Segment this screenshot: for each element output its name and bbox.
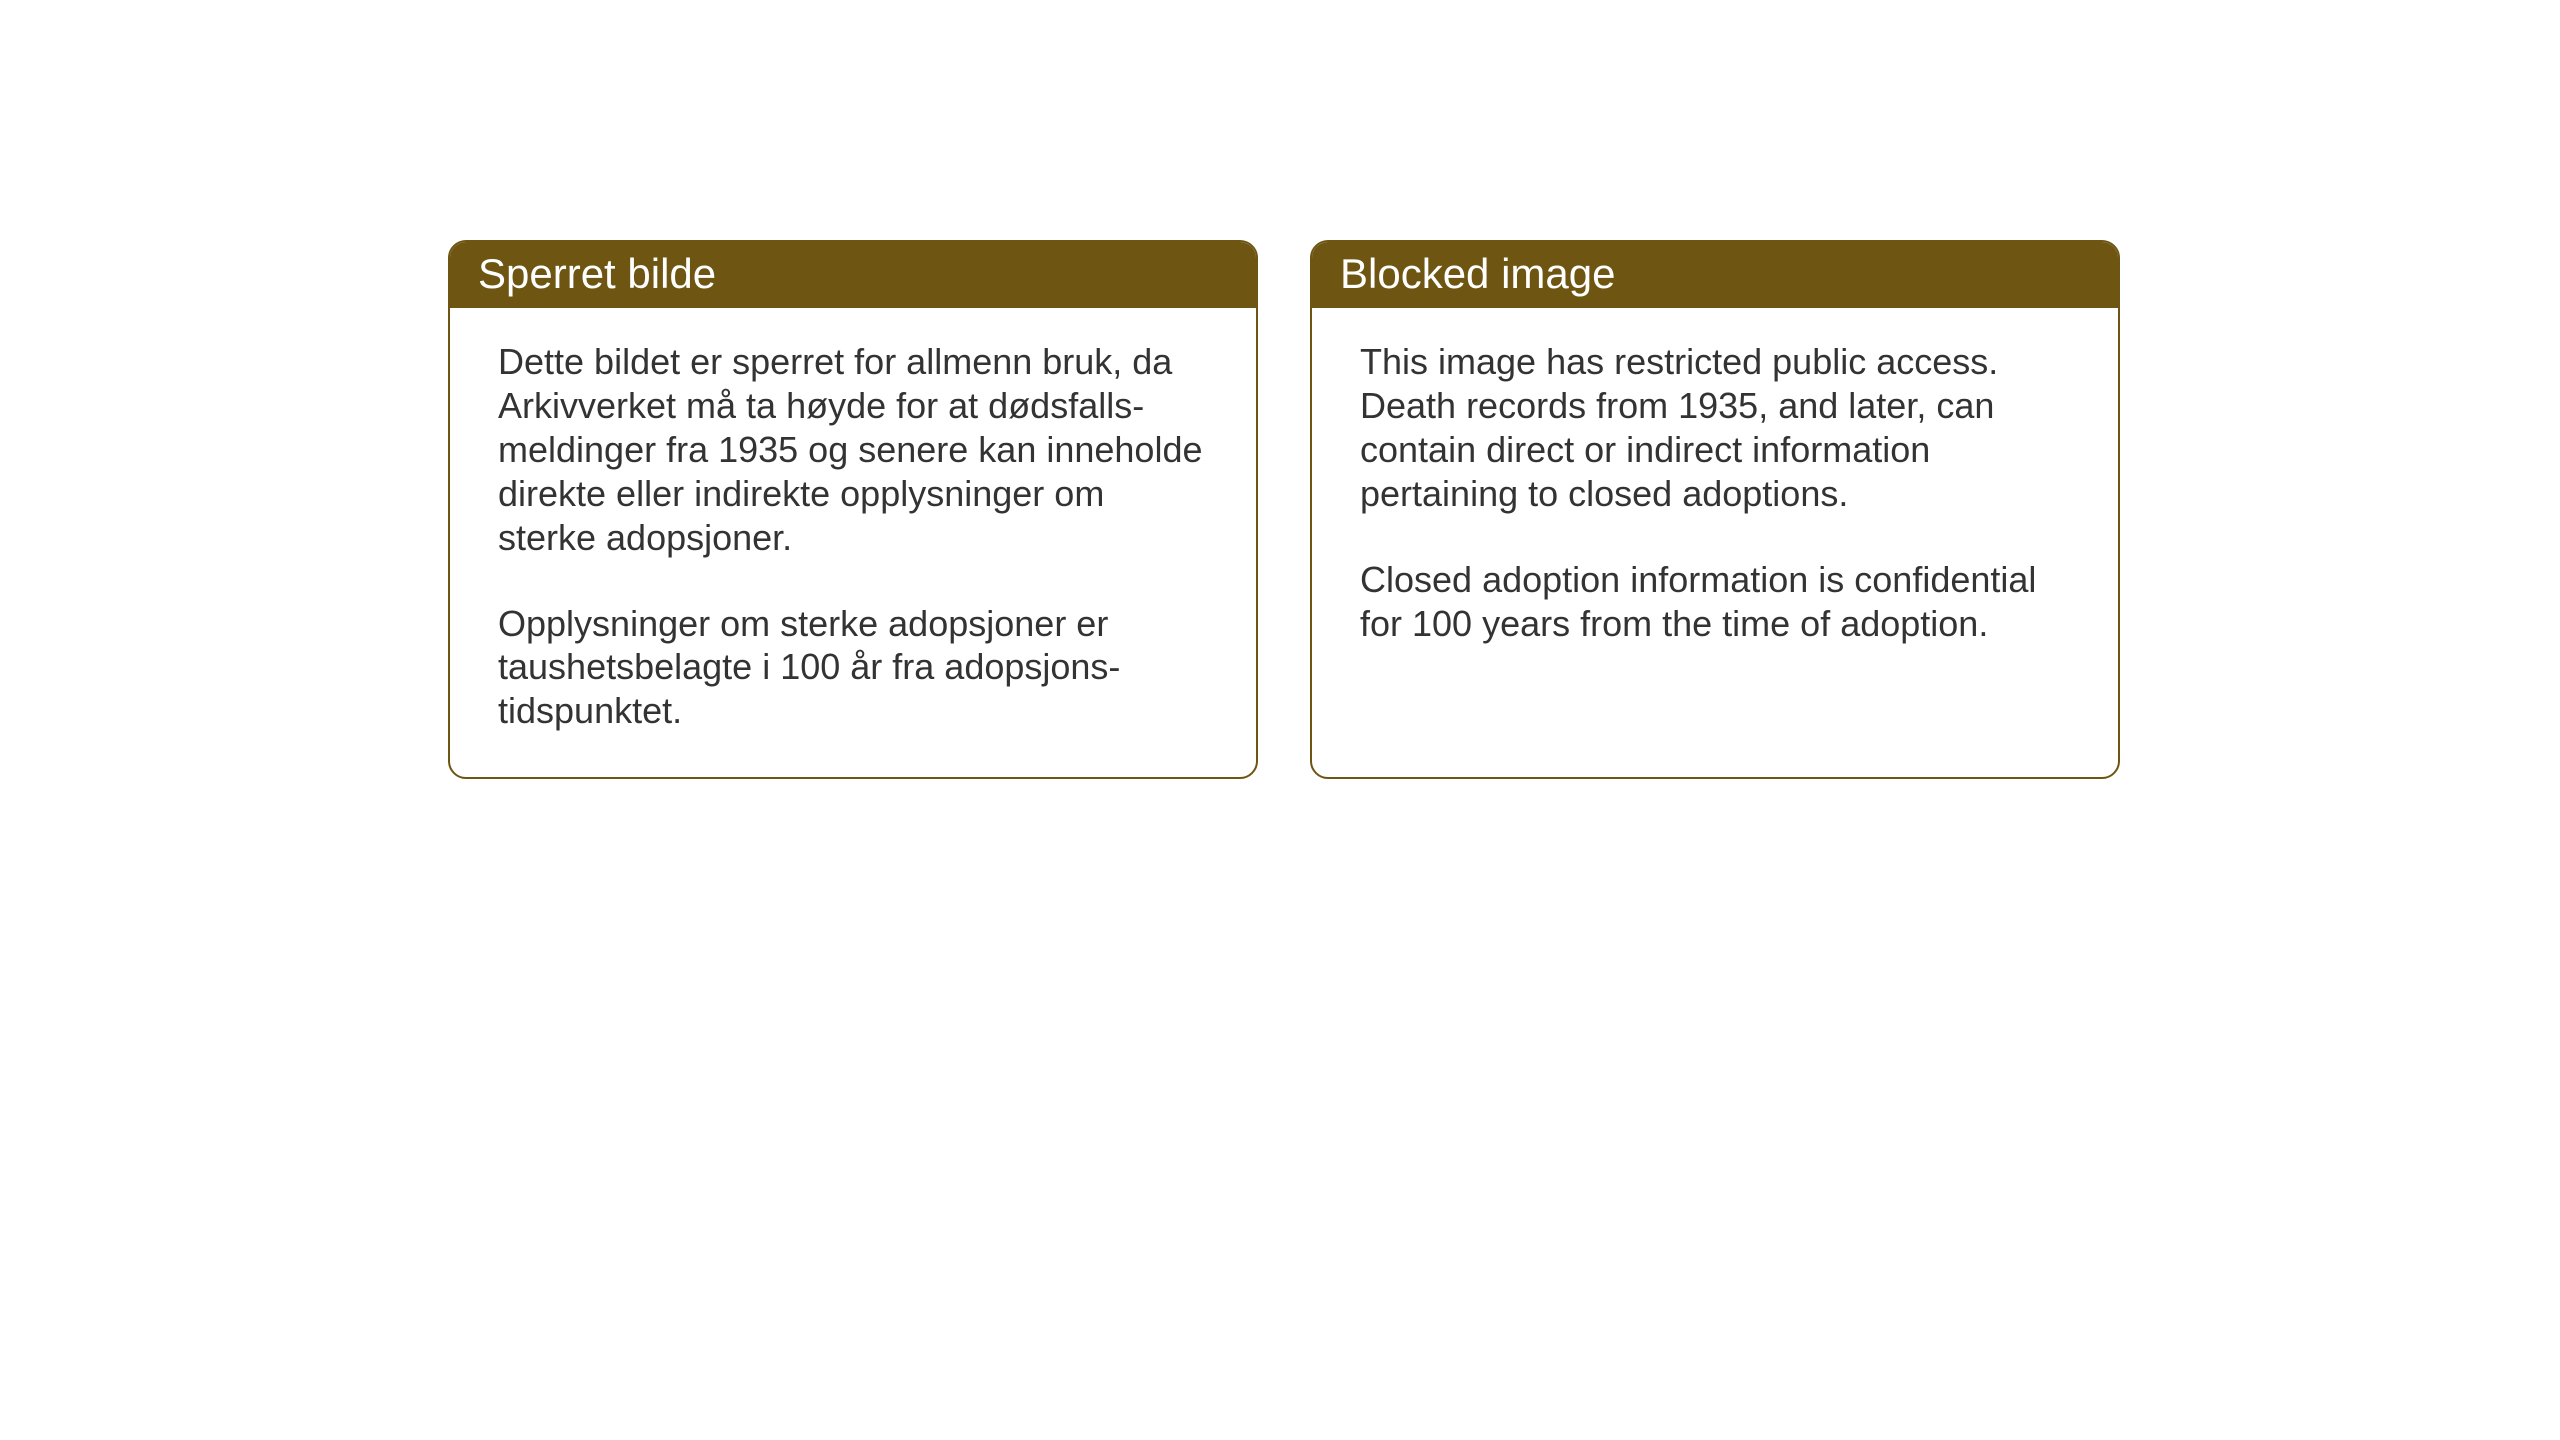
notice-title: Blocked image	[1340, 250, 1615, 297]
notice-card-norwegian: Sperret bilde Dette bildet er sperret fo…	[448, 240, 1258, 779]
notice-header-norwegian: Sperret bilde	[450, 242, 1256, 308]
notice-paragraph: Opplysninger om sterke adopsjoner er tau…	[498, 602, 1208, 734]
notice-container: Sperret bilde Dette bildet er sperret fo…	[448, 240, 2120, 779]
notice-paragraph: This image has restricted public access.…	[1360, 340, 2070, 516]
notice-paragraph: Dette bildet er sperret for allmenn bruk…	[498, 340, 1208, 560]
notice-paragraph: Closed adoption information is confident…	[1360, 558, 2070, 646]
notice-header-english: Blocked image	[1312, 242, 2118, 308]
notice-title: Sperret bilde	[478, 250, 716, 297]
notice-body-english: This image has restricted public access.…	[1312, 308, 2118, 689]
notice-body-norwegian: Dette bildet er sperret for allmenn bruk…	[450, 308, 1256, 777]
notice-card-english: Blocked image This image has restricted …	[1310, 240, 2120, 779]
